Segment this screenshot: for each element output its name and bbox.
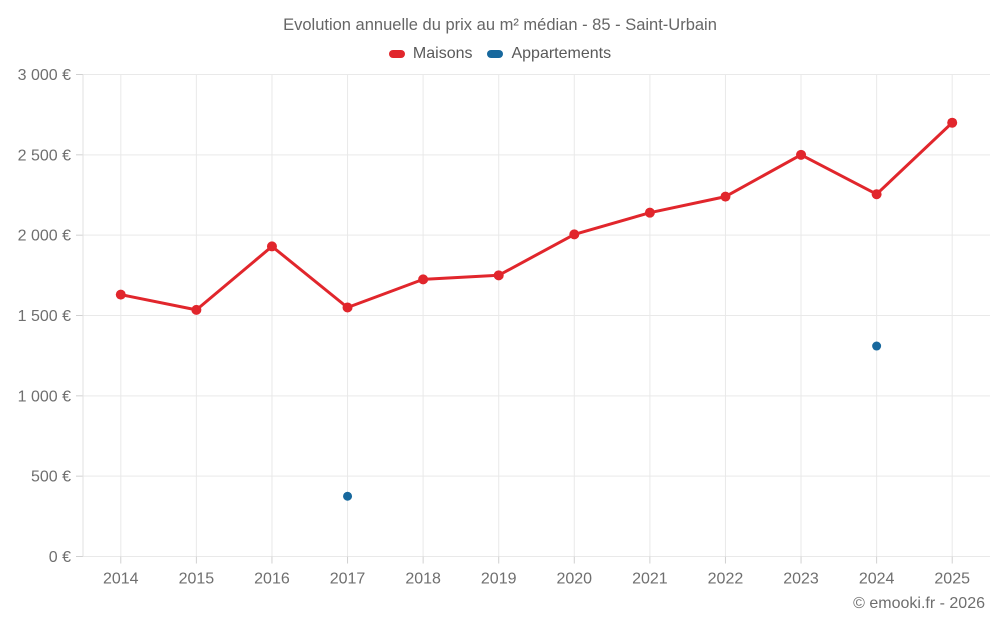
point-maisons-2023[interactable] — [796, 149, 807, 160]
chart-legend: Maisons Appartements — [0, 45, 1000, 63]
x-tick-label-2018: 2018 — [405, 571, 441, 588]
x-tick-label-2017: 2017 — [330, 571, 366, 588]
y-tick-label-1500: 1 500 € — [18, 308, 71, 325]
appartements-swatch-icon — [487, 50, 504, 58]
legend-item-maisons[interactable]: Maisons — [388, 45, 473, 63]
point-maisons-2017[interactable] — [342, 302, 353, 313]
x-tick-label-2021: 2021 — [632, 571, 668, 588]
legend-label-appartements: Appartements — [511, 45, 612, 62]
x-tick-label-2015: 2015 — [179, 571, 215, 588]
x-tick-label-2024: 2024 — [859, 571, 895, 588]
point-maisons-2020[interactable] — [569, 229, 580, 240]
point-maisons-2018[interactable] — [418, 274, 429, 285]
point-maisons-2016[interactable] — [266, 241, 277, 252]
legend-item-appartements[interactable]: Appartements — [487, 45, 611, 63]
point-maisons-2022[interactable] — [720, 191, 731, 202]
x-tick-label-2023: 2023 — [783, 571, 819, 588]
credit-watermark: © emooki.fr - 2026 — [853, 595, 985, 612]
x-tick-label-2022: 2022 — [708, 571, 744, 588]
y-tick-label-500: 500 € — [31, 469, 71, 486]
point-maisons-2021[interactable] — [644, 207, 655, 218]
x-tick-label-2025: 2025 — [934, 571, 970, 588]
x-tick-label-2019: 2019 — [481, 571, 517, 588]
x-tick-label-2020: 2020 — [556, 571, 592, 588]
y-tick-label-3000: 3 000 € — [18, 67, 71, 84]
y-tick-label-2500: 2 500 € — [18, 147, 71, 164]
point-maisons-2019[interactable] — [493, 270, 504, 281]
point-maisons-2015[interactable] — [191, 304, 202, 315]
y-tick-label-1000: 1 000 € — [18, 388, 71, 405]
y-tick-label-2000: 2 000 € — [18, 228, 71, 245]
point-appartements-2024[interactable] — [872, 341, 882, 351]
chart-title: Evolution annuelle du prix au m² médian … — [283, 16, 717, 34]
point-maisons-2024[interactable] — [871, 189, 882, 200]
x-tick-label-2014: 2014 — [103, 571, 139, 588]
y-tick-label-0: 0 € — [49, 549, 71, 566]
legend-label-maisons: Maisons — [412, 45, 473, 62]
point-appartements-2017[interactable] — [343, 491, 353, 501]
point-maisons-2014[interactable] — [115, 289, 126, 300]
maisons-swatch-icon — [388, 50, 405, 58]
point-maisons-2025[interactable] — [947, 117, 958, 128]
x-tick-label-2016: 2016 — [254, 571, 290, 588]
series-line-maisons — [119, 121, 954, 312]
